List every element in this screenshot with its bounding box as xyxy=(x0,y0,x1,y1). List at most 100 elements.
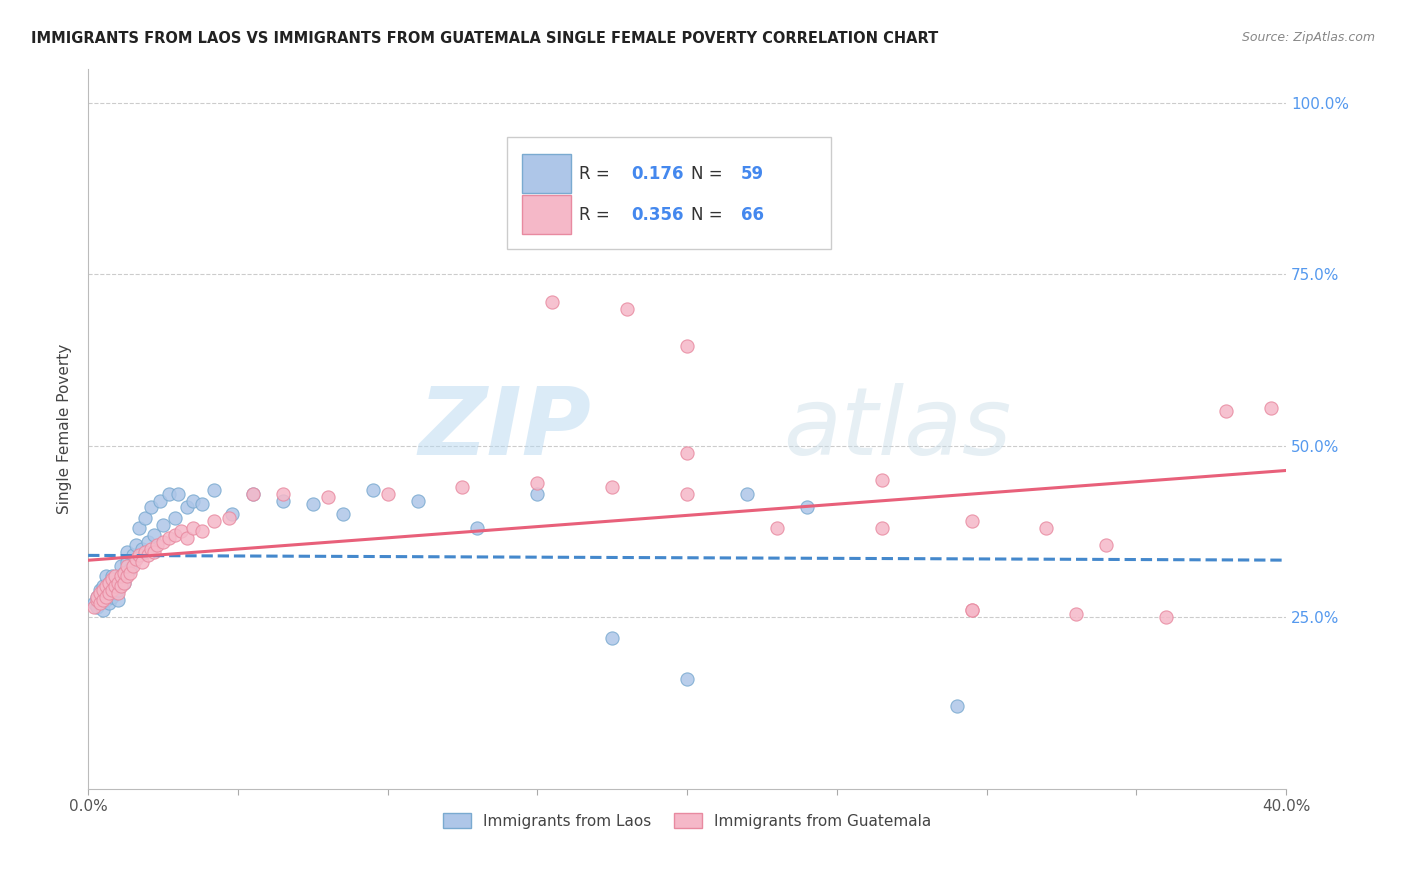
Point xyxy=(221,507,243,521)
Point xyxy=(120,566,142,580)
Point xyxy=(98,575,121,590)
Text: N =: N = xyxy=(690,165,727,183)
Text: R =: R = xyxy=(579,165,616,183)
Point xyxy=(1154,610,1177,624)
Point xyxy=(112,566,135,580)
Point xyxy=(167,486,190,500)
Point xyxy=(131,555,153,569)
Point xyxy=(83,599,105,614)
Point xyxy=(202,514,225,528)
Text: Source: ZipAtlas.com: Source: ZipAtlas.com xyxy=(1241,31,1375,45)
Text: N =: N = xyxy=(690,206,727,224)
Text: 0.176: 0.176 xyxy=(631,165,683,183)
Point xyxy=(115,555,138,569)
Point xyxy=(91,593,114,607)
Point xyxy=(86,590,108,604)
Point xyxy=(91,586,114,600)
Point xyxy=(98,575,121,590)
Point xyxy=(120,562,142,576)
Point xyxy=(104,575,127,590)
FancyBboxPatch shape xyxy=(522,154,571,193)
Point xyxy=(191,524,214,539)
Point xyxy=(131,541,153,556)
Point xyxy=(139,500,162,515)
Point xyxy=(94,569,117,583)
Point xyxy=(139,541,162,556)
Point xyxy=(136,534,159,549)
Text: R =: R = xyxy=(579,206,616,224)
Point xyxy=(94,579,117,593)
Point xyxy=(157,531,180,545)
Point xyxy=(766,521,789,535)
Point xyxy=(218,510,240,524)
Point xyxy=(181,521,204,535)
Point xyxy=(191,497,214,511)
Point xyxy=(112,575,135,590)
Point xyxy=(271,486,294,500)
Point xyxy=(271,493,294,508)
FancyBboxPatch shape xyxy=(508,136,831,249)
Point xyxy=(301,497,323,511)
Point xyxy=(107,593,129,607)
Point xyxy=(152,517,174,532)
Point xyxy=(152,534,174,549)
Point xyxy=(870,473,893,487)
Point xyxy=(616,301,638,316)
Point xyxy=(960,603,983,617)
Point xyxy=(125,538,148,552)
Point xyxy=(149,493,172,508)
Point xyxy=(870,521,893,535)
Text: ZIP: ZIP xyxy=(419,383,592,475)
Point xyxy=(1035,521,1057,535)
Point xyxy=(170,524,193,539)
Point xyxy=(960,603,983,617)
Point xyxy=(202,483,225,498)
Point xyxy=(361,483,384,498)
Point xyxy=(104,579,127,593)
Point xyxy=(960,514,983,528)
Point xyxy=(128,521,150,535)
Point xyxy=(676,486,699,500)
Point xyxy=(181,493,204,508)
Point xyxy=(128,549,150,563)
Point xyxy=(600,631,623,645)
Point xyxy=(796,500,818,515)
Point xyxy=(83,596,105,610)
Point xyxy=(89,596,111,610)
Point xyxy=(541,294,564,309)
Point xyxy=(134,545,156,559)
Point xyxy=(122,558,145,573)
Point xyxy=(467,521,489,535)
Point xyxy=(676,339,699,353)
Point xyxy=(316,490,339,504)
Point xyxy=(163,528,186,542)
Point xyxy=(107,586,129,600)
Point xyxy=(101,579,124,593)
Point xyxy=(125,551,148,566)
Point xyxy=(1095,538,1118,552)
Text: 0.356: 0.356 xyxy=(631,206,683,224)
Point xyxy=(101,582,124,597)
Point xyxy=(107,575,129,590)
Point xyxy=(98,596,121,610)
Point xyxy=(104,569,127,583)
Point xyxy=(163,510,186,524)
Point xyxy=(107,582,129,597)
Text: 66: 66 xyxy=(741,206,763,224)
Point xyxy=(134,510,156,524)
Point xyxy=(136,549,159,563)
Point xyxy=(242,486,264,500)
Point xyxy=(122,549,145,563)
Y-axis label: Single Female Poverty: Single Female Poverty xyxy=(58,343,72,514)
Point xyxy=(86,599,108,614)
Point xyxy=(89,593,111,607)
Point xyxy=(110,569,132,583)
Point xyxy=(112,566,135,580)
Point xyxy=(176,531,198,545)
Point xyxy=(86,593,108,607)
Text: 59: 59 xyxy=(741,165,763,183)
Point xyxy=(107,573,129,587)
Point xyxy=(526,486,548,500)
Point xyxy=(735,486,758,500)
Text: IMMIGRANTS FROM LAOS VS IMMIGRANTS FROM GUATEMALA SINGLE FEMALE POVERTY CORRELAT: IMMIGRANTS FROM LAOS VS IMMIGRANTS FROM … xyxy=(31,31,938,46)
